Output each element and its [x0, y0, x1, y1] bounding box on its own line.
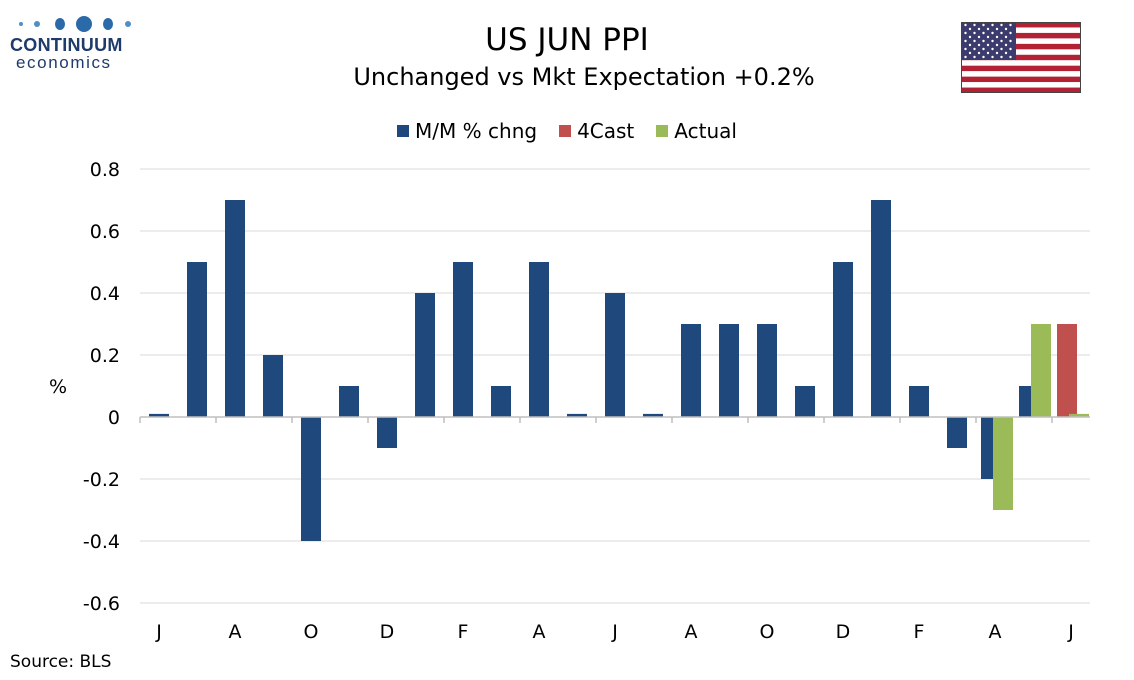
bar-m-m-chng — [567, 413, 587, 417]
x-tick-label: F — [914, 621, 925, 643]
bar-m-m-chng — [681, 324, 701, 417]
legend-swatch-actual — [656, 125, 669, 137]
bar-m-m-chng — [453, 262, 473, 417]
bar-m-m-chng — [187, 262, 207, 417]
bars — [149, 200, 1089, 541]
x-tick-label: D — [836, 621, 851, 643]
us-flag-icon — [961, 22, 1081, 93]
bar-m-m-chng — [225, 200, 245, 417]
x-tick-label: D — [380, 621, 395, 643]
bar-m-m-chng — [263, 355, 283, 417]
bar-m-m-chng — [149, 413, 169, 417]
x-tick-label: F — [458, 621, 469, 643]
bar-m-m-chng — [377, 417, 397, 448]
bar-m-m-chng — [339, 386, 359, 417]
legend-swatch-4cast — [559, 125, 572, 137]
bar-actual — [1069, 413, 1089, 417]
bar-m-m-chng — [947, 417, 967, 448]
legend-item-4cast: 4Cast — [559, 118, 634, 144]
legend-label-mm: M/M % chng — [415, 119, 538, 143]
legend-label-actual: Actual — [674, 119, 737, 143]
y-tick-label: 0.4 — [90, 283, 120, 305]
x-tick-label: A — [229, 621, 242, 643]
x-axis — [139, 416, 1090, 423]
y-tick-label: 0.8 — [90, 159, 120, 181]
y-tick-label: -0.2 — [83, 469, 120, 491]
y-tick-label: 0.2 — [90, 345, 120, 367]
bar-m-m-chng — [605, 293, 625, 417]
x-tick-label: J — [1067, 621, 1074, 643]
gridlines — [140, 168, 1090, 604]
legend-item-mm: M/M % chng — [397, 118, 537, 144]
y-axis-ticks: 0.8 0.6 0.4 0.2 0 -0.2 -0.4 -0.6 — [83, 159, 120, 615]
x-tick-label: A — [989, 621, 1002, 643]
bar-m-m-chng — [871, 200, 891, 417]
chart-subtitle: Unchanged vs Mkt Expectation +0.2% — [353, 63, 815, 91]
bar-4cast — [1057, 324, 1077, 417]
bar-m-m-chng — [833, 262, 853, 417]
logo-dots-icon — [19, 16, 131, 32]
bar-m-m-chng — [415, 293, 435, 417]
y-tick-label: 0 — [108, 407, 120, 429]
bar-m-m-chng — [643, 413, 663, 417]
legend-item-actual: Actual — [656, 118, 737, 144]
continuum-logo: CONTINUUM economics — [10, 14, 140, 71]
x-tick-label: A — [685, 621, 698, 643]
y-tick-label: 0.6 — [90, 221, 120, 243]
chart-title: US JUN PPI — [485, 22, 649, 58]
legend-swatch-mm — [397, 125, 410, 137]
x-tick-label: J — [155, 621, 162, 643]
bar-actual — [993, 417, 1013, 510]
bar-m-m-chng — [757, 324, 777, 417]
bar-m-m-chng — [301, 417, 321, 541]
y-tick-label: -0.4 — [83, 531, 120, 553]
logo-name: CONTINUUM — [10, 35, 123, 55]
source-note: Source: BLS — [10, 652, 112, 672]
chart-legend: M/M % chng 4Cast Actual — [0, 118, 1134, 144]
x-tick-label: A — [533, 621, 546, 643]
bar-m-m-chng — [719, 324, 739, 417]
legend-label-4cast: 4Cast — [577, 119, 635, 143]
logo-subname: economics — [16, 53, 112, 72]
x-tick-label: O — [304, 621, 319, 643]
bar-m-m-chng — [909, 386, 929, 417]
x-tick-label: J — [611, 621, 618, 643]
bar-m-m-chng — [529, 262, 549, 417]
y-axis-label: % — [49, 376, 67, 398]
bar-actual — [1031, 324, 1051, 417]
y-tick-label: -0.6 — [83, 593, 120, 615]
bar-m-m-chng — [491, 386, 511, 417]
x-tick-label: O — [760, 621, 775, 643]
bar-m-m-chng — [795, 386, 815, 417]
